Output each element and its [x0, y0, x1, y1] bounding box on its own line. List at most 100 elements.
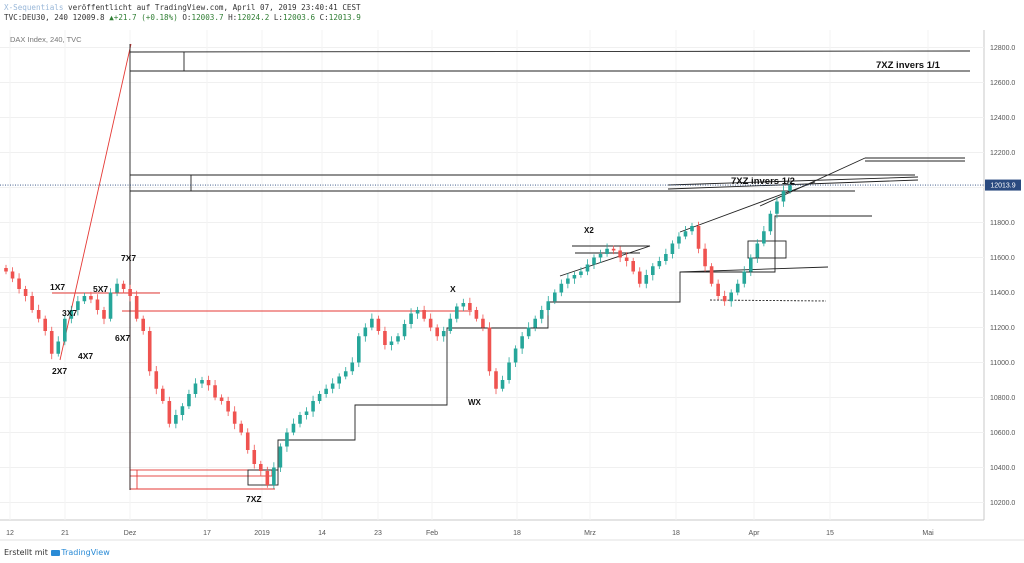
candle-body — [56, 341, 61, 354]
author-link[interactable]: X-Sequentials — [4, 3, 64, 12]
candle-body — [775, 201, 779, 214]
candle-body — [4, 268, 8, 272]
candle-body — [481, 318, 485, 328]
label-x2: X2 — [584, 226, 594, 235]
trend-line-1 — [679, 181, 816, 233]
candle-body — [513, 348, 518, 363]
candle-body — [729, 292, 733, 302]
candle-body — [108, 292, 113, 319]
candle-body — [755, 243, 760, 258]
y-tick-label: 11000.0 — [990, 360, 1015, 367]
y-tick-label: 10200.0 — [990, 500, 1015, 507]
candle-body — [376, 318, 381, 331]
candle-body — [23, 289, 28, 296]
plot-area[interactable] — [0, 30, 984, 520]
ohlc-legend: TVC:DEU30, 240 12009.8 ▲+21.7 (+0.18%) O… — [4, 13, 361, 23]
x-tick-label: Mai — [922, 530, 934, 537]
tradingview-link[interactable]: TradingView — [61, 548, 110, 557]
candle-body — [226, 401, 230, 412]
candle-body — [474, 310, 479, 319]
candle-body — [605, 248, 609, 254]
candle-body — [559, 283, 564, 293]
candle-body — [337, 376, 341, 384]
candle-body — [213, 385, 217, 398]
candle-body — [781, 191, 786, 202]
candle-body — [644, 275, 649, 284]
candle-body — [709, 266, 714, 284]
inv11-top-line — [129, 50, 971, 53]
black-box-high — [747, 240, 787, 259]
x-axis-ticks: 12 21 Dez 17 2019 14 23 Feb 18 Mrz 18 Apr 15 Mai — [6, 530, 934, 537]
x-tick-label: 21 — [61, 530, 69, 537]
red-diagonal-line — [59, 43, 132, 361]
x-tick-label: 2019 — [254, 530, 270, 537]
candle-body — [200, 380, 204, 384]
candle-body — [102, 310, 106, 319]
x-tick-label: 15 — [826, 530, 834, 537]
candle-body — [533, 318, 537, 328]
candle-body — [147, 331, 152, 372]
candle-body — [245, 432, 250, 450]
candle-body — [174, 415, 178, 424]
x-tick-label: Dez — [124, 530, 137, 537]
o-label: O: — [182, 13, 192, 22]
h-value: 12024.2 — [237, 13, 270, 22]
candle-body — [272, 467, 276, 485]
x-tick-label: Mrz — [584, 530, 596, 537]
candle-body — [768, 213, 773, 232]
candle-body — [357, 336, 361, 363]
candle-body — [553, 292, 557, 302]
candle-body — [441, 331, 446, 337]
candle-body — [664, 254, 668, 261]
candle-body — [82, 296, 87, 302]
candle-body — [670, 243, 675, 254]
candle-body — [363, 327, 368, 337]
candle-body — [435, 327, 439, 337]
candle-body — [696, 226, 701, 249]
candle-body — [298, 415, 302, 424]
y-tick-label: 10600.0 — [990, 430, 1015, 437]
h-label: H: — [228, 13, 238, 22]
candle-body — [187, 394, 191, 407]
label-3x7: 3X7 — [62, 308, 77, 318]
candle-body — [285, 432, 289, 447]
label-1x7: 1X7 — [50, 282, 65, 292]
candle-body — [95, 299, 100, 310]
candle-body — [468, 303, 472, 310]
candle-body — [278, 446, 283, 468]
label-6x7: 6X7 — [115, 333, 130, 343]
l-value: 12003.6 — [283, 13, 316, 22]
candle-body — [749, 257, 753, 272]
candle-body — [585, 264, 590, 272]
label-2x7: 2X7 — [52, 366, 67, 376]
candle-body — [788, 185, 792, 191]
candle-body — [324, 388, 328, 394]
label-7x7: 7X7 — [121, 253, 136, 263]
candle-body — [598, 254, 603, 258]
candle-body — [631, 261, 635, 272]
candle-body — [428, 318, 433, 328]
candle-body — [566, 278, 570, 284]
candle-body — [193, 383, 198, 394]
candle-body — [252, 450, 257, 464]
candle-body — [572, 275, 577, 279]
last-value: 12009.8 — [72, 13, 105, 22]
candle-body — [526, 327, 531, 337]
candle-body — [762, 231, 766, 244]
label-wx: WX — [468, 398, 482, 407]
x-tick-label: 23 — [374, 530, 382, 537]
candle-body — [239, 423, 243, 433]
candle-body — [455, 306, 459, 319]
current-price: 12013.9 — [0, 179, 1021, 191]
candle-body — [448, 318, 453, 331]
candle-body — [167, 401, 172, 424]
x-tick-label: 14 — [318, 530, 326, 537]
label-7xz-invers-1-1: 7XZ invers 1/1 — [876, 60, 941, 71]
y-tick-label: 10400.0 — [990, 465, 1015, 472]
candle-body — [618, 250, 622, 258]
candle-body — [422, 310, 426, 319]
candle-body — [265, 471, 270, 485]
x-tick-label: 18 — [513, 530, 521, 537]
candle-body — [651, 266, 655, 275]
